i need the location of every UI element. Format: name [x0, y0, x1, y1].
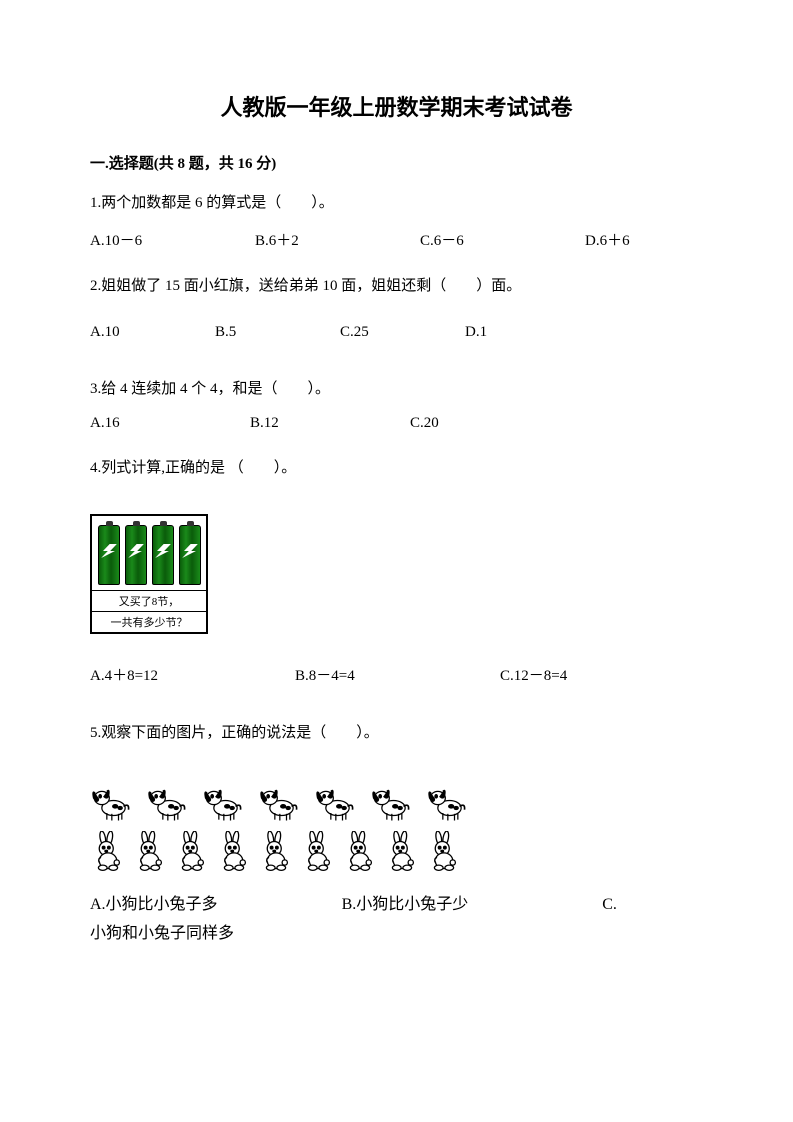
rabbit-row — [90, 831, 703, 873]
dog-icon — [314, 783, 356, 823]
battery-icon — [152, 525, 174, 585]
dog-icon — [258, 783, 300, 823]
q3-option-b: B.12 — [250, 415, 410, 432]
rabbit-icon — [216, 831, 252, 873]
q5-option-a: A.小狗比小兔子多 — [90, 896, 218, 913]
q1-option-c: C.6－6 — [420, 229, 585, 250]
dog-icon — [146, 783, 188, 823]
q3-option-c: C.20 — [410, 415, 439, 432]
question-4-options: A.4＋8=12 B.8－4=4 C.12－8=4 — [90, 664, 703, 685]
exam-title: 人教版一年级上册数学期末考试试卷 — [90, 90, 703, 122]
battery-icon — [98, 525, 120, 585]
rabbit-icon — [132, 831, 168, 873]
rabbit-icon — [384, 831, 420, 873]
q4-option-b: B.8－4=4 — [295, 664, 500, 685]
q5-option-b: B.小狗比小兔子少 — [342, 896, 469, 913]
dog-row — [90, 783, 703, 823]
dog-icon — [426, 783, 468, 823]
q5-option-c: C. — [602, 896, 617, 913]
question-1: 1.两个加数都是 6 的算式是（ ）。 — [90, 191, 703, 215]
rabbit-icon — [90, 831, 126, 873]
section-header: 一.选择题(共 8 题，共 16 分) — [90, 152, 703, 173]
question-3-options: A.16 B.12 C.20 — [90, 415, 703, 432]
q4-caption2: 一共有多少节？ — [92, 612, 206, 632]
q2-option-b: B.5 — [215, 324, 340, 341]
question-4: 4.列式计算,正确的是 （ ）。 — [90, 456, 703, 480]
q4-image: 又买了8节， 一共有多少节？ — [90, 514, 208, 634]
rabbit-icon — [426, 831, 462, 873]
battery-row — [92, 516, 206, 591]
q3-option-a: A.16 — [90, 415, 250, 432]
rabbit-icon — [174, 831, 210, 873]
q2-option-c: C.25 — [340, 324, 465, 341]
dog-icon — [202, 783, 244, 823]
battery-icon — [125, 525, 147, 585]
q4-caption1: 又买了8节， — [92, 591, 206, 612]
q2-option-a: A.10 — [90, 324, 215, 341]
question-2-options: A.10 B.5 C.25 D.1 — [90, 324, 703, 341]
q4-option-a: A.4＋8=12 — [90, 664, 295, 685]
rabbit-icon — [342, 831, 378, 873]
q2-option-d: D.1 — [465, 324, 487, 341]
rabbit-icon — [300, 831, 336, 873]
question-2: 2.姐姐做了 15 面小红旗，送给弟弟 10 面，姐姐还剩（ ）面。 — [90, 274, 703, 298]
dog-icon — [370, 783, 412, 823]
question-5-options: A.小狗比小兔子多 B.小狗比小兔子少 C. 小狗和小兔子同样多 — [90, 891, 703, 949]
q1-option-b: B.6＋2 — [255, 229, 420, 250]
q1-option-d: D.6＋6 — [585, 229, 630, 250]
q5-image — [90, 783, 703, 873]
dog-icon — [90, 783, 132, 823]
question-5: 5.观察下面的图片，正确的说法是（ ）。 — [90, 721, 703, 745]
q4-option-c: C.12－8=4 — [500, 664, 567, 685]
q5-option-c-text: 小狗和小兔子同样多 — [90, 925, 234, 942]
question-3: 3.给 4 连续加 4 个 4，和是（ ）。 — [90, 377, 703, 401]
rabbit-icon — [258, 831, 294, 873]
q1-option-a: A.10－6 — [90, 229, 255, 250]
battery-icon — [179, 525, 201, 585]
question-1-options: A.10－6 B.6＋2 C.6－6 D.6＋6 — [90, 229, 703, 250]
